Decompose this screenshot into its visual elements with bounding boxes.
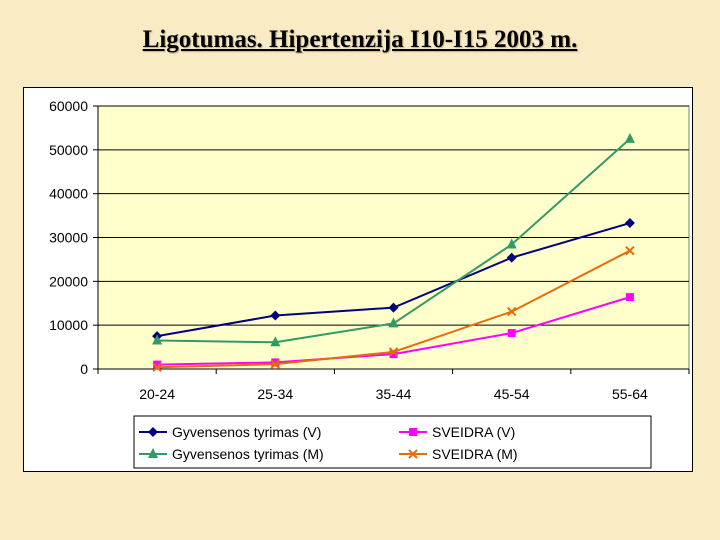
legend-label: SVEIDRA (V) xyxy=(432,424,515,440)
data-point xyxy=(388,302,399,313)
slide-title: Ligotumas. Hipertenzija I10-I15 2003 m. xyxy=(142,26,578,53)
data-point xyxy=(507,329,516,338)
y-tick-label: 40000 xyxy=(49,186,88,202)
data-point xyxy=(625,293,634,302)
legend-label: Gyvensenos tyrimas (V) xyxy=(172,424,321,440)
y-tick-label: 50000 xyxy=(49,142,88,158)
x-tick-label: 25-34 xyxy=(257,386,293,402)
data-point xyxy=(506,306,517,317)
y-tick-label: 60000 xyxy=(49,98,88,114)
legend-label: SVEIDRA (M) xyxy=(432,446,518,462)
data-point xyxy=(271,358,280,367)
data-point xyxy=(388,317,399,328)
y-tick-label: 20000 xyxy=(49,273,88,289)
data-point xyxy=(506,238,517,249)
legend-label: Gyvensenos tyrimas (M) xyxy=(172,446,324,462)
legend-marker xyxy=(408,449,418,459)
x-tick-label: 20-24 xyxy=(139,386,175,402)
data-point xyxy=(624,218,635,229)
y-tick-label: 30000 xyxy=(49,230,88,246)
data-point xyxy=(270,359,281,369)
data-point xyxy=(624,132,635,143)
legend-marker xyxy=(148,427,158,437)
legend-marker xyxy=(409,428,417,436)
data-point xyxy=(153,360,162,369)
line-chart: 0 10000 20000 30000 40000 50000 60000 20-24 25-3… xyxy=(49,98,690,469)
y-tick-label: 0 xyxy=(80,361,88,377)
data-point xyxy=(388,347,399,357)
legend-marker xyxy=(148,448,158,458)
chart-frame: 0 10000 20000 30000 40000 50000 60000 20-24 25-3… xyxy=(23,87,693,472)
y-tick-label: 10000 xyxy=(49,317,88,333)
data-point xyxy=(270,336,281,347)
data-point xyxy=(152,362,162,372)
x-tick-label: 35-44 xyxy=(376,386,412,402)
data-point xyxy=(389,350,398,359)
data-point xyxy=(152,334,163,345)
x-tick-label: 55-64 xyxy=(612,386,648,402)
data-point xyxy=(270,310,281,321)
data-point xyxy=(506,252,517,263)
data-point xyxy=(625,245,635,256)
legend xyxy=(133,415,652,469)
x-tick-label: 45-54 xyxy=(494,386,530,402)
